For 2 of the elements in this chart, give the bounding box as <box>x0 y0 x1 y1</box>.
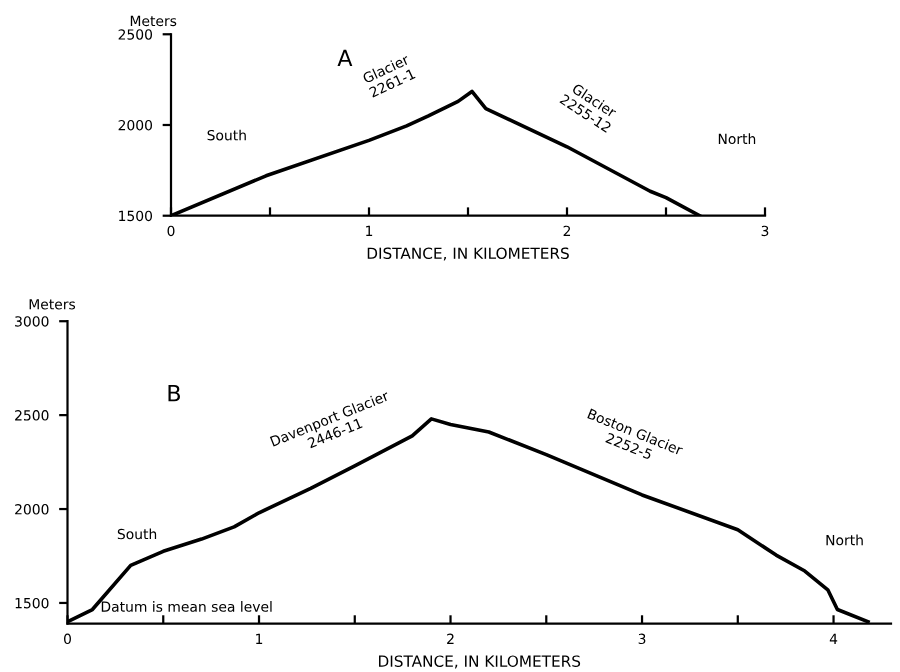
annotation: A <box>337 49 353 66</box>
annotation: B <box>168 385 180 402</box>
